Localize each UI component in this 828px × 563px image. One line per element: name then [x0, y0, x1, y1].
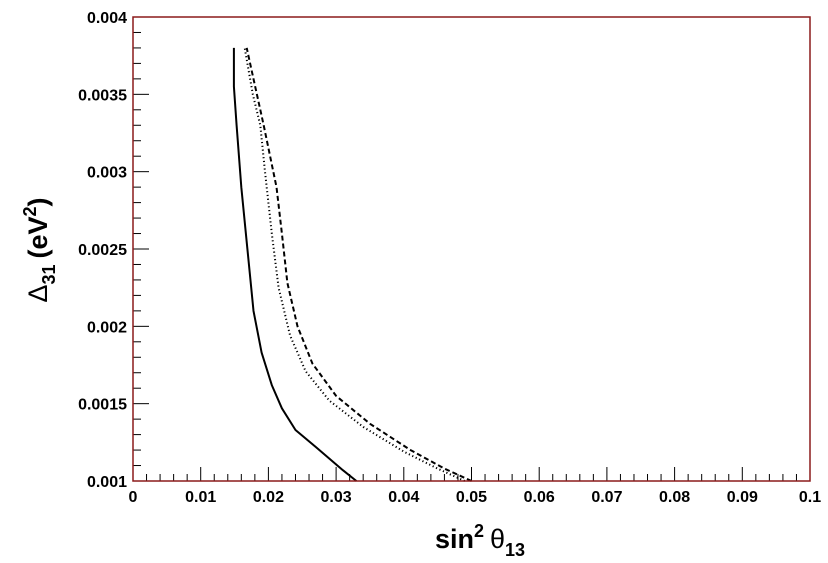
y-axis-title: Δ31(eV2) — [20, 197, 59, 302]
x-tick-label: 0.01 — [185, 489, 216, 506]
x-tick-label: 0.02 — [253, 489, 284, 506]
curve-solid — [232, 47, 358, 482]
x-tick-label: 0.04 — [388, 489, 419, 506]
curves-layer — [232, 47, 472, 482]
tick-labels-layer: 0 0.01 0.02 0.03 0.04 0.05 0.06 0.07 0.08 0.09 0.1… — [78, 10, 821, 506]
x-tick-label: 0.06 — [524, 489, 555, 506]
y-tick-label: 0.0025 — [78, 242, 127, 259]
x-tick-label: 0.03 — [321, 489, 352, 506]
y-tick-label: 0.002 — [87, 319, 127, 336]
x-axis-title: sin2 θ13 — [435, 521, 525, 560]
y-tick-label: 0.0015 — [78, 397, 127, 414]
x-tick-label: 0.07 — [591, 489, 622, 506]
curve-dashed — [245, 47, 472, 482]
x-tick-label: 0.09 — [727, 489, 758, 506]
x-tick-label: 0.05 — [456, 489, 487, 506]
x-tick-label: 0.08 — [659, 489, 690, 506]
y-tick-label: 0.001 — [87, 474, 127, 491]
y-tick-label: 0.0035 — [78, 87, 127, 104]
y-tick-label: 0.004 — [87, 10, 127, 27]
plot-frame — [132, 16, 811, 482]
y-tick-label: 0.003 — [87, 165, 127, 182]
x-tick-label: 0.1 — [799, 489, 821, 506]
x-tick-label: 0 — [129, 489, 138, 506]
